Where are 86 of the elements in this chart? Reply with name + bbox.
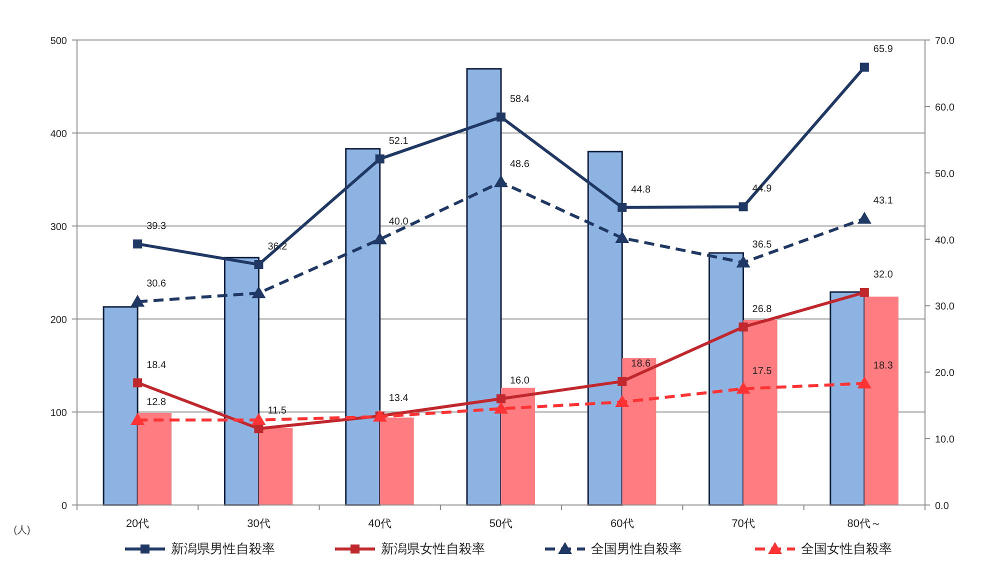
bar bbox=[345, 148, 381, 506]
bar bbox=[864, 296, 898, 505]
point bbox=[857, 376, 872, 388]
y-tick-label: 200 bbox=[50, 315, 68, 326]
point bbox=[496, 394, 506, 404]
y2-tick-label: 20.0 bbox=[935, 368, 955, 380]
x-tick-label: 40代 bbox=[368, 518, 392, 530]
point bbox=[860, 62, 869, 72]
y2-tick-label: 60.0 bbox=[935, 102, 955, 114]
data-label: 40.0 bbox=[388, 216, 409, 228]
point bbox=[618, 376, 627, 386]
y-tick-label: 300 bbox=[50, 222, 68, 233]
point bbox=[615, 395, 630, 408]
data-label: 13.4 bbox=[388, 392, 409, 404]
legend-label: 全国女性自殺率 bbox=[801, 541, 892, 556]
point bbox=[372, 410, 387, 422]
y-tick-label: 500 bbox=[50, 36, 68, 47]
data-label: 18.3 bbox=[873, 360, 894, 372]
x-tick-label: 20代 bbox=[126, 518, 150, 530]
y2-tick-label: 70.0 bbox=[935, 36, 955, 47]
bar bbox=[138, 412, 172, 505]
point bbox=[860, 288, 869, 297]
point bbox=[496, 112, 506, 122]
data-label: 48.6 bbox=[510, 159, 530, 170]
y-tick-label: 0 bbox=[61, 501, 68, 512]
bar bbox=[102, 306, 138, 506]
data-label: 44.8 bbox=[631, 184, 652, 196]
data-label: 26.8 bbox=[752, 304, 772, 315]
point bbox=[130, 294, 145, 307]
y-tick-label: 400 bbox=[50, 129, 68, 140]
point bbox=[494, 175, 508, 188]
point bbox=[372, 232, 387, 244]
point bbox=[494, 402, 508, 414]
bar bbox=[224, 256, 260, 506]
x-tick-label: 50代 bbox=[489, 518, 513, 530]
data-label: 52.1 bbox=[388, 136, 409, 147]
data-label: 65.9 bbox=[873, 44, 894, 56]
data-label: 11.5 bbox=[268, 406, 287, 417]
point bbox=[736, 382, 750, 394]
point bbox=[857, 212, 872, 224]
x-tick-label: 70代 bbox=[732, 518, 755, 530]
y2-tick-label: 40.0 bbox=[935, 235, 955, 246]
point bbox=[133, 239, 142, 248]
point bbox=[618, 202, 627, 212]
bar bbox=[380, 418, 414, 505]
x-tick-label: 30代 bbox=[247, 518, 270, 530]
y2-tick-label: 10.0 bbox=[935, 434, 955, 446]
point bbox=[615, 230, 630, 243]
y2-tick-label: 30.0 bbox=[935, 302, 955, 313]
y2-tick-label: 50.0 bbox=[935, 168, 955, 180]
data-label: 18.4 bbox=[146, 360, 166, 371]
legend-label: 新潟県女性自殺率 bbox=[381, 541, 485, 556]
data-label: 36.5 bbox=[752, 240, 772, 251]
point bbox=[252, 286, 266, 298]
y2-tick-label: 0.0 bbox=[935, 501, 950, 512]
x-tick-label: 80代～ bbox=[847, 518, 882, 530]
legend-label: 新潟県男性自殺率 bbox=[171, 541, 275, 556]
point bbox=[375, 154, 384, 164]
bar bbox=[708, 252, 744, 506]
data-label: 39.3 bbox=[146, 220, 166, 232]
point bbox=[738, 322, 748, 332]
x-tick-label: 60代 bbox=[610, 518, 634, 530]
data-label: 43.1 bbox=[873, 196, 894, 207]
bar bbox=[258, 428, 293, 505]
point bbox=[736, 256, 750, 268]
data-label: 17.5 bbox=[752, 366, 772, 377]
bar bbox=[587, 150, 623, 506]
data-label: 18.6 bbox=[631, 358, 652, 370]
point bbox=[738, 202, 748, 212]
bar bbox=[466, 68, 502, 506]
bar bbox=[501, 388, 535, 505]
bar bbox=[743, 320, 778, 505]
data-label: 12.8 bbox=[146, 396, 166, 408]
point bbox=[254, 260, 264, 270]
data-label: 30.6 bbox=[146, 278, 166, 290]
bar bbox=[622, 358, 656, 505]
data-label: 16.0 bbox=[510, 376, 530, 387]
bar bbox=[830, 291, 866, 506]
y-tick-label: 100 bbox=[50, 408, 68, 419]
point bbox=[133, 378, 142, 388]
legend-label: 全国男性自殺率 bbox=[591, 541, 682, 556]
point bbox=[252, 412, 266, 425]
y-axis-title: (人) bbox=[14, 525, 30, 536]
data-label: 58.4 bbox=[510, 94, 530, 106]
data-label: 32.0 bbox=[873, 269, 894, 280]
point bbox=[130, 412, 145, 425]
